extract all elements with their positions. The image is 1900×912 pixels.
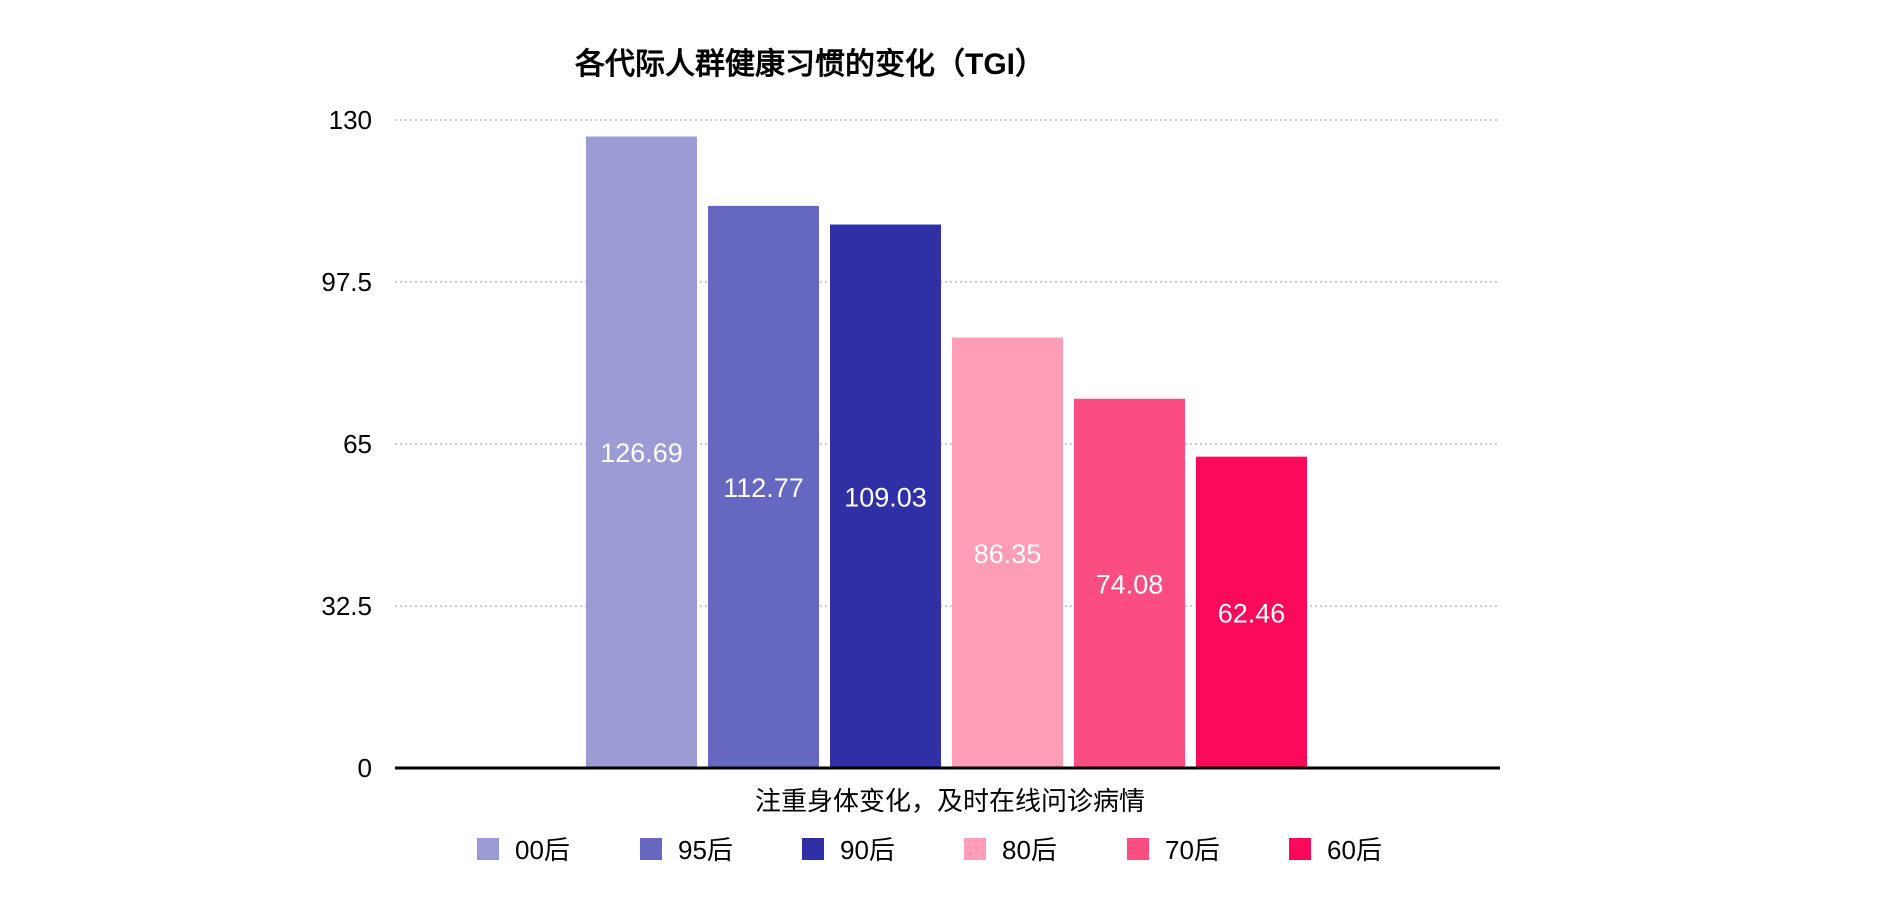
bar-value-label: 112.77 xyxy=(723,473,804,503)
bar-value-label: 62.46 xyxy=(1218,598,1286,628)
y-tick-label: 97.5 xyxy=(321,267,372,297)
y-tick-label: 130 xyxy=(329,105,372,135)
bar-3 xyxy=(830,224,941,768)
legend-swatch xyxy=(477,838,499,860)
chart-title: 各代际人群健康习惯的变化（TGI） xyxy=(574,47,1045,81)
bar-5 xyxy=(1074,398,1185,768)
bar-value-label: 109.03 xyxy=(844,482,927,512)
legend-item: 90后 xyxy=(802,835,895,865)
legend-swatch xyxy=(640,838,662,860)
data-labels: 126.69 112.77 109.03 86.35 74.08 62.46 xyxy=(600,438,1285,628)
legend-swatch xyxy=(802,838,824,860)
legend-label: 90后 xyxy=(840,835,895,865)
gridlines xyxy=(395,119,1500,607)
legend-swatch xyxy=(1127,838,1149,860)
y-tick-label: 0 xyxy=(358,753,372,783)
bar-2 xyxy=(708,205,819,769)
bar-6 xyxy=(1196,456,1307,768)
x-category-label: 注重身体变化，及时在线问诊病情 xyxy=(755,786,1145,816)
bars xyxy=(586,136,1307,769)
legend-swatch xyxy=(964,838,986,860)
bar-1 xyxy=(586,136,697,768)
bar-value-label: 74.08 xyxy=(1096,569,1164,599)
bar-value-label: 126.69 xyxy=(600,438,683,468)
y-axis-ticks: 0 32.5 65 97.5 130 xyxy=(321,105,372,783)
legend-label: 95后 xyxy=(678,835,733,865)
legend-label: 00后 xyxy=(515,835,570,865)
legend-label: 70后 xyxy=(1165,835,1220,865)
legend-swatch xyxy=(1289,838,1311,860)
legend-label: 60后 xyxy=(1327,835,1382,865)
legend-item: 80后 xyxy=(964,835,1057,865)
bar-value-label: 86.35 xyxy=(974,539,1042,569)
legend-item: 95后 xyxy=(640,835,733,865)
bar-4 xyxy=(952,337,1063,768)
legend-item: 60后 xyxy=(1289,835,1382,865)
legend-item: 70后 xyxy=(1127,835,1220,865)
y-tick-label: 32.5 xyxy=(321,591,372,621)
legend-label: 80后 xyxy=(1002,835,1057,865)
legend-item: 00后 xyxy=(477,835,570,865)
y-tick-label: 65 xyxy=(343,429,372,459)
legend: 00后 95后 90后 80后 70后 60后 xyxy=(477,835,1382,865)
